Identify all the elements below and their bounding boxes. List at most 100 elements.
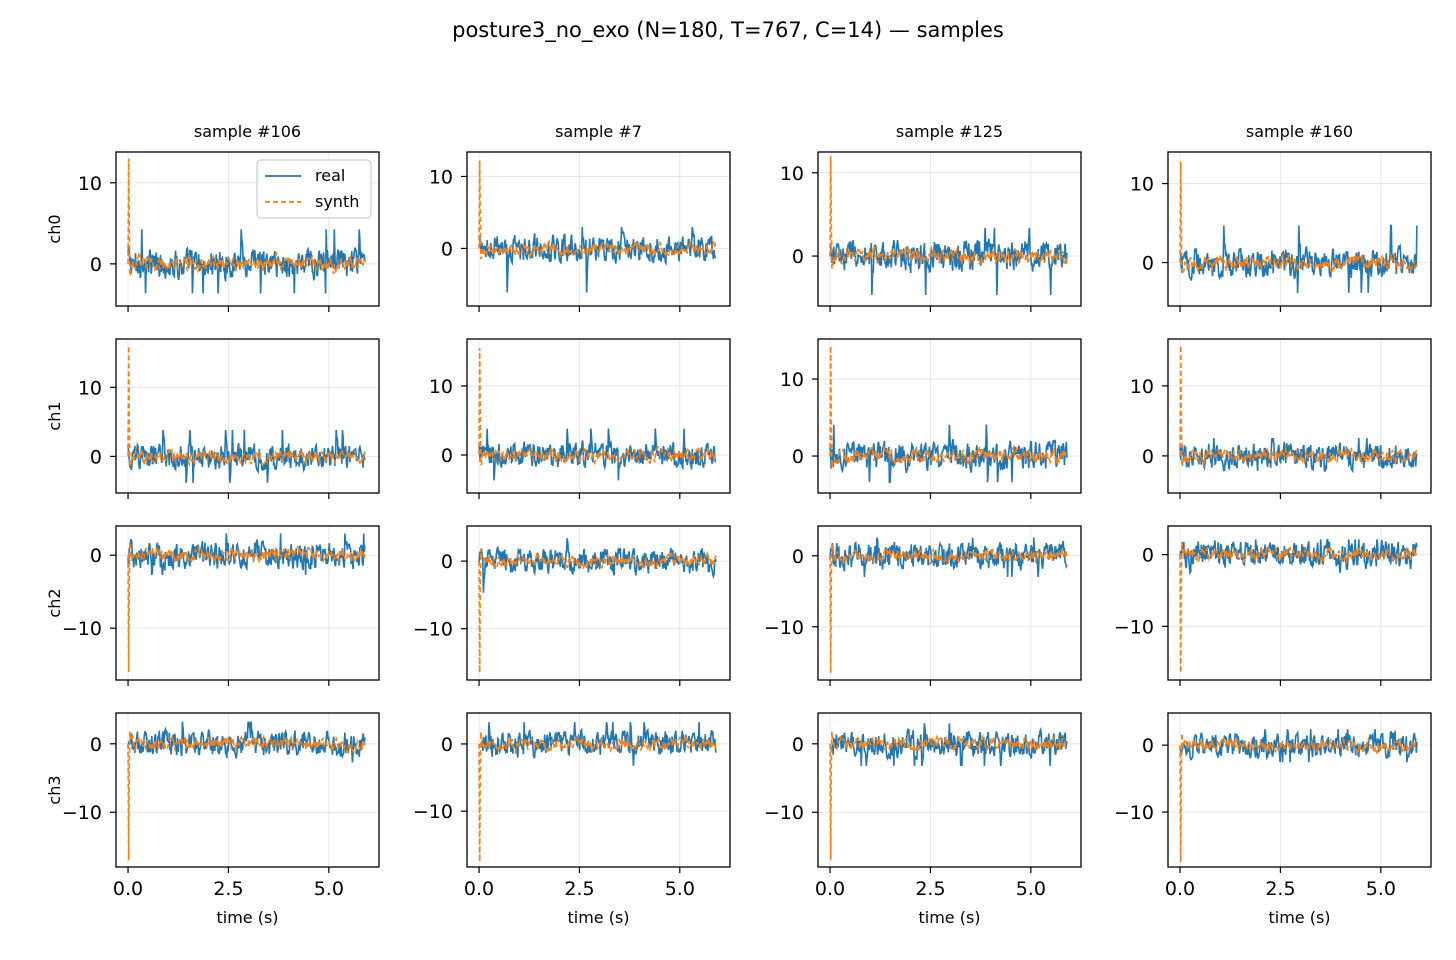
axes-frame xyxy=(817,525,1082,681)
y-tick-label: 0 xyxy=(1142,735,1154,757)
series-synth-line xyxy=(478,548,717,673)
y-tick-label: 10 xyxy=(429,166,453,188)
y-tick-label: 10 xyxy=(1130,174,1154,196)
y-tick-label: −10 xyxy=(62,802,102,824)
series-synth-line xyxy=(829,156,1068,269)
series-synth-line xyxy=(127,542,366,673)
y-tick-label: −10 xyxy=(62,618,102,640)
y-tick-label: 10 xyxy=(78,173,102,195)
y-axis-label: ch2 xyxy=(45,588,64,617)
x-tick-label: 0.0 xyxy=(1165,878,1195,900)
x-tick-label: 2.5 xyxy=(1265,878,1295,900)
x-tick-label: 0.0 xyxy=(464,878,494,900)
axes-frame xyxy=(115,525,380,681)
y-tick-label: −10 xyxy=(413,619,453,641)
y-tick-label: 10 xyxy=(780,163,804,185)
subplot-ch2-3: −10 0 xyxy=(1114,525,1432,686)
series-real-line xyxy=(829,723,1068,767)
figure-title: posture3_no_exo (N=180, T=767, C=14) — s… xyxy=(452,18,1004,43)
y-tick-label: 10 xyxy=(1130,376,1154,398)
series-synth-line xyxy=(1179,345,1418,468)
x-tick-label: 2.5 xyxy=(915,878,945,900)
x-axis-label: time (s) xyxy=(1268,908,1330,927)
series-real-line xyxy=(127,229,366,294)
subplot-ch0-1: 0 10 sample #7 xyxy=(429,122,731,312)
y-tick-label: −10 xyxy=(764,617,804,639)
y-tick-label: 0 xyxy=(441,238,453,260)
x-tick-label: 5.0 xyxy=(1016,878,1046,900)
series-real-line xyxy=(829,424,1068,484)
axes-frame xyxy=(115,712,380,868)
y-axis-label: ch1 xyxy=(45,401,64,430)
subplot-ch2-1: −10 0 xyxy=(413,525,731,686)
series-real-line xyxy=(1179,224,1418,293)
subplot-ch0-0: 0 10 sample #106 ch0 real synth xyxy=(45,122,380,312)
series-synth-line xyxy=(829,345,1068,468)
series-real-line xyxy=(478,538,717,593)
series-synth-line xyxy=(478,160,717,260)
y-tick-label: 0 xyxy=(90,734,102,756)
series-real-line xyxy=(1179,729,1418,763)
x-tick-label: 2.5 xyxy=(213,878,243,900)
series-synth-line xyxy=(127,345,366,468)
series-synth-line xyxy=(1179,161,1418,275)
subplot-title: sample #7 xyxy=(555,122,642,141)
axes-frame xyxy=(817,338,1082,494)
series-real-line xyxy=(127,533,366,576)
series-synth-line xyxy=(1179,733,1418,863)
y-tick-label: 0 xyxy=(1142,446,1154,468)
axes-frame xyxy=(1167,712,1432,868)
y-tick-label: −10 xyxy=(1114,616,1154,638)
subplot-ch1-0: 0 10 ch1 xyxy=(45,338,380,499)
subplot-ch3-3: 0.0 2.5 5.0 −10 0 time (s) xyxy=(1114,712,1432,927)
x-axis-label: time (s) xyxy=(216,908,278,927)
series-real-line xyxy=(478,226,717,293)
axes-frame xyxy=(466,712,731,868)
y-tick-label: 0 xyxy=(90,545,102,567)
y-tick-label: 0 xyxy=(90,446,102,468)
series-synth-line xyxy=(127,731,366,861)
series-synth-line xyxy=(829,731,1068,861)
axes-frame xyxy=(817,712,1082,868)
series-real-line xyxy=(1179,437,1418,474)
y-axis-label: ch0 xyxy=(45,214,64,243)
y-tick-label: −10 xyxy=(1114,802,1154,824)
legend: real synth xyxy=(256,159,372,219)
x-tick-label: 5.0 xyxy=(1366,878,1396,900)
subplot-ch1-1: 0 10 xyxy=(429,338,731,499)
y-tick-label: −10 xyxy=(413,801,453,823)
y-tick-label: 0 xyxy=(792,246,804,268)
subplot-ch3-0: 0.0 2.5 5.0 −10 0 time (s) ch3 xyxy=(45,712,380,927)
y-tick-label: 0 xyxy=(90,254,102,276)
subplot-ch1-2: 0 10 xyxy=(780,338,1082,499)
y-tick-label: 0 xyxy=(441,734,453,756)
y-axis-label: ch3 xyxy=(45,775,64,804)
x-axis-label: time (s) xyxy=(567,908,629,927)
series-synth-line xyxy=(478,347,717,466)
legend-real-label: real xyxy=(315,166,345,185)
x-axis-label: time (s) xyxy=(918,908,980,927)
x-tick-label: 5.0 xyxy=(665,878,695,900)
series-real-line xyxy=(829,227,1068,296)
axes-frame xyxy=(1167,151,1432,307)
axes-frame xyxy=(1167,338,1432,494)
axes-frame xyxy=(466,525,731,681)
subplot-ch3-2: 0.0 2.5 5.0 −10 0 time (s) xyxy=(764,712,1082,927)
subplot-ch2-0: −10 0 ch2 xyxy=(45,525,380,686)
y-tick-label: 10 xyxy=(78,377,102,399)
y-tick-label: 0 xyxy=(1142,253,1154,275)
subplot-ch0-3: 0 10 sample #160 xyxy=(1130,122,1432,312)
y-tick-label: 0 xyxy=(1142,545,1154,567)
axes-frame xyxy=(817,151,1082,307)
subplot-ch3-1: 0.0 2.5 5.0 −10 0 time (s) xyxy=(413,712,731,927)
series-synth-line xyxy=(1179,541,1418,673)
axes-frame xyxy=(1167,525,1432,681)
y-tick-label: 0 xyxy=(792,734,804,756)
axes-frame xyxy=(115,151,380,307)
legend-synth-label: synth xyxy=(315,192,359,211)
y-tick-label: −10 xyxy=(764,802,804,824)
axes-frame xyxy=(466,338,731,494)
y-tick-label: 10 xyxy=(429,376,453,398)
y-tick-label: 0 xyxy=(441,551,453,573)
